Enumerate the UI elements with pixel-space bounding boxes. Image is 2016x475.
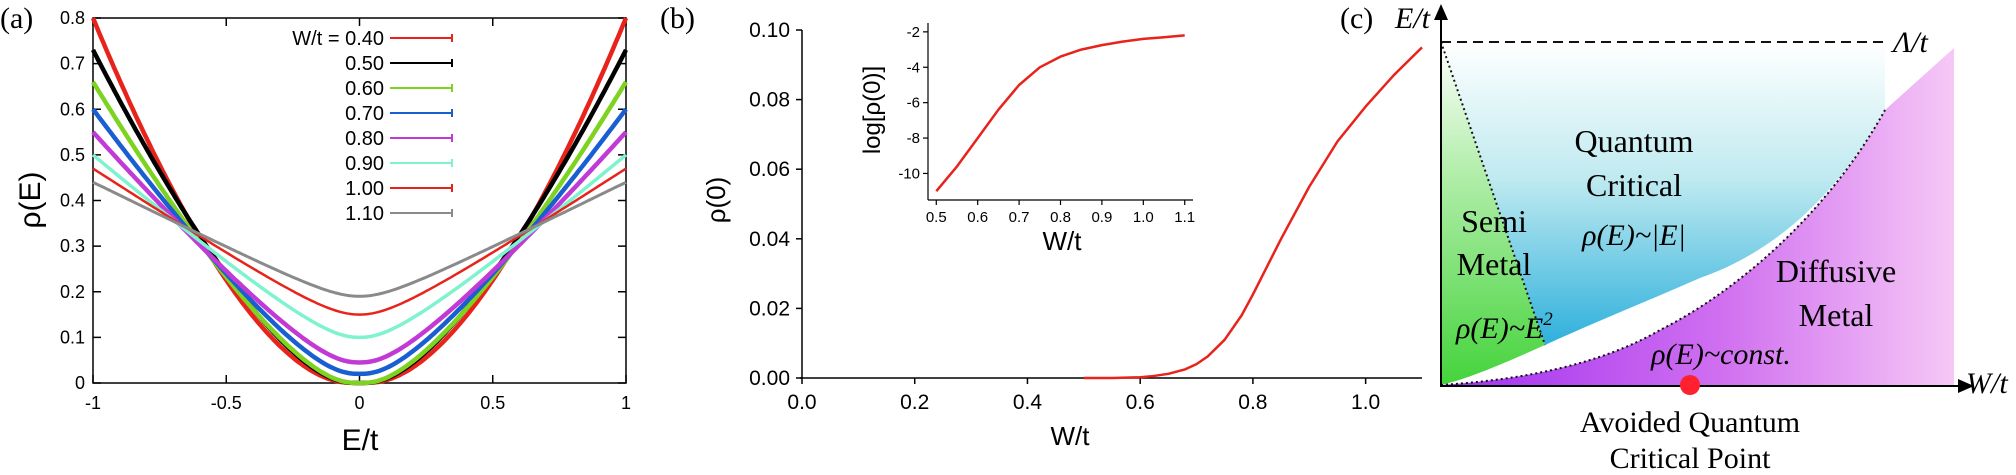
legend-entry-label: 0.50 [345, 53, 384, 75]
x-tick-label: 0.5 [480, 393, 505, 413]
x-tick-label: 0.8 [1238, 391, 1267, 414]
y-tick-label: 0.00 [749, 367, 790, 390]
panel-a-curves [90, 17, 629, 386]
inset-y-tick-label: -4 [907, 59, 920, 76]
panel-c: (c) Λ/t E/t W/t Semi Metal ρ(E)~E2 Quant… [1340, 2, 2008, 475]
x-tick-label: 1.0 [1351, 391, 1380, 414]
legend-entry-label: 1.00 [345, 178, 384, 200]
series-line-1.10 [92, 180, 627, 298]
region-diffusive-metal [1441, 48, 1954, 385]
panel-a-label: (a) [0, 2, 33, 35]
x-tick-label: -1 [85, 393, 101, 413]
inset-x-ticks: 0.5 0.6 0.7 0.8 0.9 1.0 1.1 [926, 200, 1195, 226]
semimetal-dos: ρ(E)~E2 [1455, 309, 1553, 345]
diffusive-label-line2: Metal [1799, 297, 1874, 333]
panel-b-ylabel: ρ(0) [701, 177, 731, 224]
y-tick-label: 0.8 [60, 8, 85, 28]
y-tick-label: 0.4 [60, 191, 85, 211]
inset-x-tick-label: 0.5 [926, 209, 947, 226]
inset-x-tick-label: 0.7 [1009, 209, 1030, 226]
y-tick-label: 0.6 [60, 99, 85, 119]
legend-entry-label: 1.10 [345, 203, 384, 225]
legend-entry-label: 0.80 [345, 128, 384, 150]
legend-title: W/t = 0.40 [292, 28, 384, 50]
panel-b-xlabel: W/t [1051, 421, 1091, 451]
semimetal-boundary [1440, 41, 1546, 346]
inset-y-tick-label: -6 [907, 95, 920, 112]
legend-entry-label: 0.60 [345, 78, 384, 100]
region-quantum-critical [1441, 42, 1885, 345]
panel-a-x-ticks: -1 -0.5 0 0.5 1 [85, 18, 631, 413]
inset-ylabel: log[ρ(0)] [859, 66, 886, 154]
cutoff-label: Λ/t [1890, 26, 1928, 59]
inset-x-tick-label: 1.1 [1174, 209, 1195, 226]
panel-a-ylabel: ρ(E) [14, 171, 47, 228]
inset-x-tick-label: 1.0 [1133, 209, 1154, 226]
quantum-critical-label-line2: Critical [1586, 167, 1682, 203]
panel-b: (b) 0.000.020.040.060.080.10 0.0 0.2 0.4 0.… [660, 2, 1423, 451]
panel-a: (a) 0 0.1 0.2 0.3 0.4 0.5 0.6 0.7 0.8 -1 -0.5 0 0.5… [0, 2, 631, 457]
panel-c-y-arrow [1434, 4, 1448, 20]
panel-a-y-ticks: 0 0.1 0.2 0.3 0.4 0.5 0.6 0.7 0.8 [60, 8, 626, 393]
x-tick-label: 0 [354, 393, 364, 413]
log-rho0-curve [935, 34, 1185, 193]
inset-y-ticks: -2 -4 -6 -8 -10 [898, 24, 928, 182]
inset-curves [935, 34, 1185, 193]
y-tick-label: 0.7 [60, 54, 85, 74]
panel-a-legend: W/t = 0.40 0.50 0.60 0.70 0.80 0.90 1.00 1.10 [292, 28, 453, 225]
x-tick-label: 0.2 [900, 391, 929, 414]
panel-b-inset: -2 -4 -6 -8 -10 0.5 0.6 0.7 0.8 0.9 1.0 1.1 W/t lo… [859, 23, 1195, 256]
semimetal-label-line2: Metal [1457, 246, 1532, 282]
inset-x-tick-label: 0.9 [1091, 209, 1112, 226]
x-tick-label: 0.6 [1126, 391, 1155, 414]
x-tick-label: 1 [621, 393, 631, 413]
panel-c-x-arrow [1958, 379, 1974, 393]
diffusive-label-line1: Diffusive [1776, 253, 1896, 289]
avoided-qcp-label-line2: Critical Point [1610, 442, 1771, 475]
crossover-boundary [1440, 109, 1886, 386]
panel-a-xlabel: E/t [342, 424, 379, 457]
panel-b-label: (b) [660, 2, 695, 35]
inset-x-tick-label: 0.8 [1050, 209, 1071, 226]
avoided-qcp-marker [1680, 375, 1700, 395]
inset-y-tick-label: -10 [898, 165, 920, 182]
inset-xlabel: W/t [1043, 226, 1083, 256]
inset-y-tick-label: -2 [907, 24, 920, 41]
legend-entry-label: 0.70 [345, 103, 384, 125]
semimetal-label-line1: Semi [1461, 203, 1527, 239]
region-semimetal [1441, 42, 1545, 385]
y-tick-label: 0.06 [749, 158, 790, 181]
avoided-qcp-label-line1: Avoided Quantum [1580, 406, 1800, 439]
inset-y-tick-label: -8 [907, 130, 920, 147]
legend-entry-label: 0.90 [345, 153, 384, 175]
panel-c-label: (c) [1340, 2, 1373, 35]
series-line-0.70 [91, 107, 628, 377]
quantum-critical-dos: ρ(E)~|E| [1581, 219, 1686, 252]
y-tick-label: 0.10 [749, 19, 790, 42]
y-tick-label: 0.3 [60, 236, 85, 256]
quantum-critical-label-line1: Quantum [1574, 123, 1693, 159]
y-tick-label: 0.04 [749, 228, 790, 251]
diffusive-dos: ρ(E)~const. [1650, 338, 1791, 371]
panel-b-y-ticks: 0.00 0.02 0.04 0.06 0.08 0.10 [749, 19, 802, 390]
series-line-0.60 [91, 80, 628, 386]
y-tick-label: 0.08 [749, 89, 790, 112]
y-tick-label: 0.2 [60, 282, 85, 302]
rho0-curve [1083, 46, 1423, 380]
x-tick-label: 0.4 [1013, 391, 1043, 414]
y-tick-label: 0 [75, 373, 85, 393]
panel-c-y-axis-label: E/t [1394, 2, 1431, 35]
y-tick-label: 0.02 [749, 297, 790, 320]
y-tick-label: 0.1 [60, 327, 85, 347]
inset-x-tick-label: 0.6 [967, 209, 988, 226]
panel-c-x-axis-label: W/t [1966, 367, 2008, 400]
x-tick-label: 0.0 [787, 391, 816, 414]
y-tick-label: 0.5 [60, 145, 85, 165]
x-tick-label: -0.5 [211, 393, 242, 413]
panel-b-curves [1083, 46, 1423, 380]
panel-b-x-ticks: 0.0 0.2 0.4 0.6 0.8 1.0 [787, 378, 1380, 414]
